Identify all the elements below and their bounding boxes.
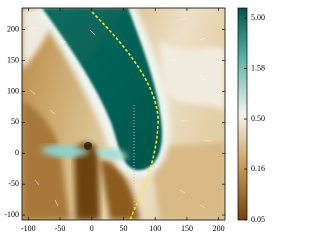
field-image: [22, 8, 225, 220]
y-tick-label: 200: [7, 24, 19, 33]
colorbar-tick-label: 0.50: [251, 114, 265, 123]
x-tick-label: 100: [149, 224, 161, 233]
chart: 5.00 1.58 0.50 0.16 0.05 -100 -50 0 50 100 150 200…: [4, 7, 265, 233]
y-tick-label: 100: [7, 86, 19, 95]
x-tick-label: -50: [55, 224, 66, 233]
colorbar-tick-label: 0.16: [251, 164, 265, 173]
colorbar: 5.00 1.58 0.50 0.16 0.05: [237, 7, 265, 224]
x-tick-label: 200: [213, 224, 225, 233]
colorbar-tick-label: 5.00: [251, 13, 265, 22]
colorbar-tick-label: 0.05: [251, 215, 265, 224]
y-tick-label: 50: [11, 117, 19, 126]
x-tick-label: 50: [120, 224, 128, 233]
x-tick-label: 150: [181, 224, 193, 233]
y-tick-label: -50: [8, 179, 19, 188]
y-tick-label: -100: [4, 210, 19, 219]
colorbar-tick-label: 1.58: [251, 63, 265, 72]
x-tick-label: -100: [21, 224, 36, 233]
y-tick-label: 150: [7, 55, 19, 64]
colorbar-fill: [237, 7, 248, 221]
y-tick-label: 0: [15, 148, 19, 157]
x-tick-label: 0: [90, 224, 94, 233]
